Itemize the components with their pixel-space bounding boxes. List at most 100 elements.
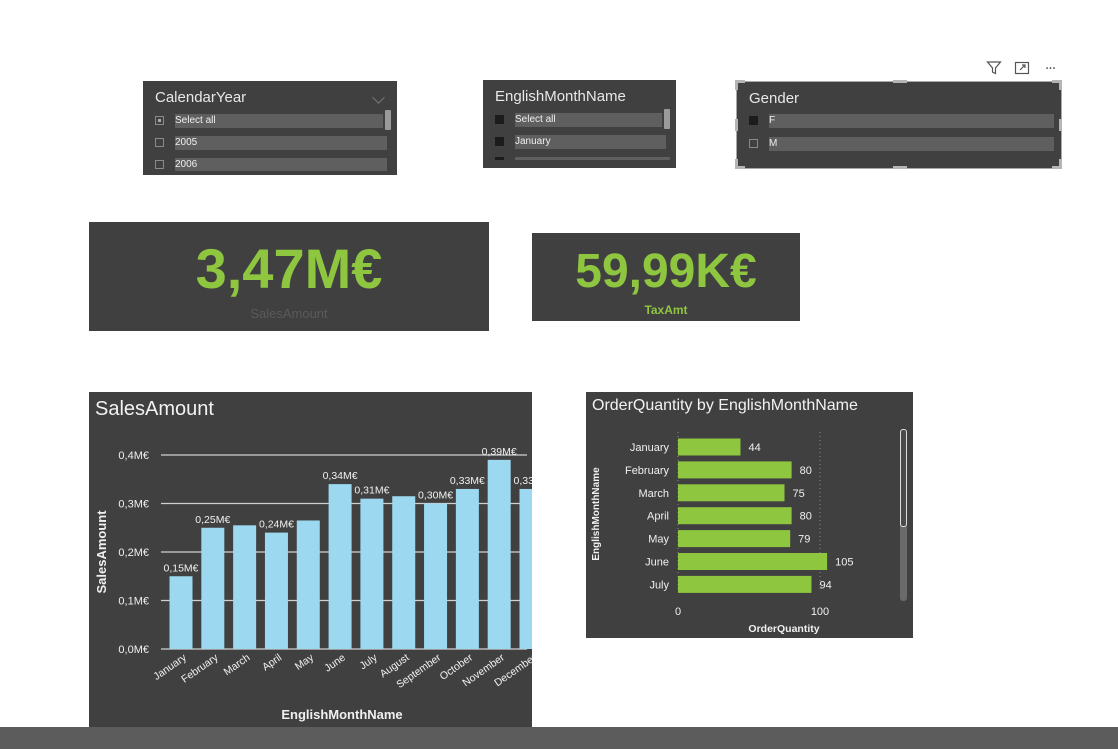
x-tick-label: June	[322, 652, 348, 675]
bar	[678, 553, 828, 570]
bar	[678, 484, 785, 502]
card-sales-amount[interactable]: 3,47M€ SalesAmount	[89, 222, 489, 331]
y-tick-label: February	[625, 465, 670, 477]
checkbox[interactable]	[155, 160, 164, 169]
y-axis-title: SalesAmount	[94, 510, 109, 594]
resize-handle[interactable]	[1059, 80, 1062, 90]
checkbox[interactable]	[155, 138, 164, 147]
slicer-title: Gender	[749, 90, 800, 107]
slicer-item-select-all[interactable]: Select all	[495, 113, 666, 127]
y-axis-title: EnglishMonthName	[591, 467, 602, 561]
resize-handle[interactable]	[893, 166, 907, 169]
x-tick-label: March	[222, 652, 253, 679]
column-bar	[169, 576, 193, 649]
filter-icon[interactable]	[985, 60, 1003, 78]
column-bar	[424, 503, 448, 649]
slicer-item-m[interactable]: M	[749, 137, 1058, 151]
y-tick-label: 0,2M€	[118, 547, 149, 559]
x-tick-label: April	[260, 652, 284, 674]
bottom-status-bar	[0, 727, 1118, 749]
focus-mode-icon[interactable]	[1013, 60, 1031, 78]
x-axis-title: OrderQuantity	[748, 623, 819, 635]
column-bar	[264, 532, 288, 649]
slicer-gender[interactable]: Gender F M	[737, 82, 1062, 169]
slicer-title: EnglishMonthName	[495, 88, 626, 105]
scrollbar[interactable]	[664, 109, 670, 129]
scrollbar[interactable]	[385, 110, 391, 130]
x-tick-label: 0	[675, 606, 681, 618]
data-label: 80	[800, 465, 812, 477]
resize-handle[interactable]	[893, 80, 907, 83]
card-tax-amt[interactable]: 59,99K€ TaxAmt	[532, 233, 800, 321]
checkbox[interactable]	[749, 139, 758, 148]
data-label: 80	[800, 511, 812, 523]
y-tick-label: 0,1M€	[118, 596, 149, 608]
slicer-item-label: 2006	[175, 158, 387, 171]
slicer-item-label: Select all	[515, 113, 662, 127]
column-bar	[233, 525, 257, 649]
resize-handle[interactable]	[1059, 159, 1062, 169]
bar	[678, 530, 791, 548]
slicer-item-2006[interactable]: 2006	[155, 158, 391, 171]
slicer-item-f[interactable]: F	[749, 114, 1058, 128]
x-tick-label: July	[357, 651, 380, 672]
bar-chart-order-quantity[interactable]: OrderQuantity by EnglishMonthName Januar…	[586, 392, 913, 638]
bar	[678, 461, 792, 479]
data-label: 0,15M€	[163, 562, 198, 574]
column-chart-sales-amount[interactable]: SalesAmount 0,0M€ 0,1M€ 0,2M€ 0,3M€ 0,4M€ 0,1…	[89, 392, 532, 730]
checkbox[interactable]	[495, 137, 504, 146]
column-bar	[455, 488, 479, 649]
data-label: 79	[798, 534, 810, 546]
resize-handle[interactable]	[735, 80, 738, 90]
y-tick-label: 0,0M€	[118, 644, 149, 656]
resize-handle[interactable]	[1052, 80, 1062, 83]
checkbox[interactable]	[749, 116, 758, 125]
resize-handle[interactable]	[735, 159, 738, 169]
vertical-scrollbar[interactable]	[900, 429, 907, 601]
x-tick-label: 100	[811, 606, 829, 618]
y-tick-label: July	[649, 579, 669, 591]
resize-handle[interactable]	[1059, 119, 1062, 131]
data-label: 0,30M€	[418, 490, 453, 502]
y-tick-label: 0,3M€	[118, 499, 149, 511]
slicer-item-label: 2005	[175, 136, 387, 150]
column-bar	[328, 484, 352, 649]
chevron-down-icon[interactable]	[372, 91, 385, 104]
focus-mode-icon-shape	[1014, 61, 1030, 75]
slicer-item-january[interactable]: January	[495, 135, 670, 149]
chart-title: OrderQuantity by EnglishMonthName	[592, 397, 858, 414]
resize-handle[interactable]	[1052, 166, 1062, 169]
y-tick-label: January	[630, 442, 670, 454]
chart-title: SalesAmount	[95, 398, 214, 420]
y-tick-label: 0,4M€	[118, 450, 149, 462]
bar	[678, 507, 792, 525]
x-tick-label: May	[293, 651, 317, 673]
slicer-item-label: F	[769, 114, 1054, 128]
data-label: 0,24M€	[259, 519, 294, 531]
data-label: 75	[793, 488, 805, 500]
resize-handle[interactable]	[735, 119, 738, 131]
slicer-title: CalendarYear	[155, 89, 247, 106]
checkbox[interactable]	[155, 116, 164, 125]
resize-handle[interactable]	[735, 166, 745, 169]
y-tick-label: May	[648, 534, 669, 546]
data-label: 0,31M€	[354, 485, 389, 497]
slicer-item-2005[interactable]: 2005	[155, 136, 391, 150]
bar	[678, 575, 812, 593]
data-label: 0,34M€	[323, 470, 358, 482]
checkbox[interactable]	[495, 115, 504, 124]
data-label: 0,39M€	[482, 446, 517, 458]
slicer-item-label: M	[769, 137, 1054, 151]
column-bar	[487, 459, 511, 649]
slicer-item-select-all[interactable]: Select all	[155, 114, 387, 128]
bar	[678, 438, 741, 456]
slicer-item-label: Select all	[175, 114, 383, 128]
data-label: 0,33M€	[513, 475, 532, 487]
scrollbar-thumb[interactable]	[900, 429, 907, 527]
slicer-english-month-name[interactable]: EnglishMonthName Select all January	[483, 80, 676, 168]
slicer-item-partial	[495, 157, 670, 160]
column-bar	[392, 496, 416, 649]
slicer-calendar-year[interactable]: CalendarYear Select all 2005 2006	[143, 81, 397, 175]
resize-handle[interactable]	[735, 80, 745, 83]
more-options-icon[interactable]: ···	[1044, 61, 1056, 77]
